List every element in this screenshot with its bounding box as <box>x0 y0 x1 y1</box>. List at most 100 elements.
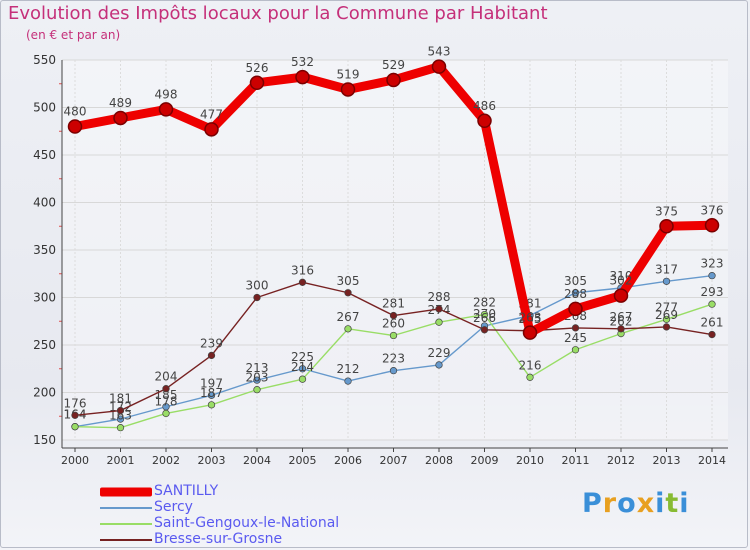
data-label-bresse-sur-grosne: 267 <box>610 310 633 324</box>
data-point-bresse-sur-grosne <box>344 289 352 297</box>
data-point-sercy <box>662 277 671 286</box>
data-point-saint-gengoux-le-national <box>708 300 716 308</box>
legend-label: Saint-Gengoux-le-National <box>154 515 340 531</box>
data-point-bresse-sur-grosne <box>298 278 307 286</box>
data-point-saint-gengoux-le-national <box>162 409 170 418</box>
data-label-saint-gengoux-le-national: 245 <box>564 331 587 345</box>
x-tick-label: 2006 <box>334 454 362 467</box>
data-label-sercy: 323 <box>701 257 724 271</box>
data-point-sercy <box>344 377 352 385</box>
data-label-santilly: 529 <box>382 58 405 72</box>
data-point-saint-gengoux-le-national <box>71 423 79 431</box>
data-point-santilly <box>204 122 219 137</box>
logo-letter: o <box>617 488 637 519</box>
data-label-santilly: 543 <box>428 45 451 59</box>
legend-label: Bresse-sur-Grosne <box>154 531 283 547</box>
data-label-sercy: 212 <box>337 362 360 376</box>
x-tick-label: 2001 <box>107 454 135 467</box>
data-point-saint-gengoux-le-national <box>526 373 534 381</box>
data-label-saint-gengoux-le-national: 267 <box>337 310 360 324</box>
data-label-bresse-sur-grosne: 300 <box>246 279 269 293</box>
data-label-saint-gengoux-le-national: 216 <box>519 358 542 372</box>
x-tick-label: 2013 <box>653 454 681 467</box>
data-point-sercy <box>116 415 125 423</box>
data-label-bresse-sur-grosne: 305 <box>337 274 360 288</box>
y-tick-label: 550 <box>33 53 56 67</box>
data-point-santilly <box>295 69 310 85</box>
data-point-santilly <box>340 82 356 97</box>
data-label-bresse-sur-grosne: 288 <box>428 290 451 304</box>
data-point-saint-gengoux-le-national <box>480 310 489 319</box>
data-label-saint-gengoux-le-national: 178 <box>155 394 178 408</box>
x-tick-label: 2009 <box>471 454 499 467</box>
x-tick-label: 2005 <box>289 454 317 467</box>
data-label-saint-gengoux-le-national: 203 <box>246 371 269 385</box>
data-point-bresse-sur-grosne <box>708 330 716 339</box>
data-point-santilly <box>659 219 674 234</box>
y-tick-label: 450 <box>33 148 56 162</box>
data-point-bresse-sur-grosne <box>617 325 625 333</box>
data-point-bresse-sur-grosne <box>253 293 261 302</box>
data-label-santilly: 375 <box>655 204 678 218</box>
data-point-saint-gengoux-le-national <box>207 401 216 409</box>
data-point-sercy <box>435 361 443 369</box>
y-tick-label: 250 <box>33 338 56 352</box>
data-point-sercy <box>207 391 216 400</box>
x-tick-label: 2014 <box>698 454 726 467</box>
y-tick-label: 150 <box>33 433 56 447</box>
data-point-bresse-sur-grosne <box>662 323 671 331</box>
x-tick-label: 2004 <box>243 454 271 467</box>
data-point-bresse-sur-grosne <box>162 385 170 393</box>
data-point-saint-gengoux-le-national <box>571 346 580 354</box>
data-point-bresse-sur-grosne <box>116 406 125 415</box>
data-point-saint-gengoux-le-national <box>389 331 398 340</box>
y-tick-label: 500 <box>33 101 56 115</box>
x-tick-label: 2012 <box>607 454 635 467</box>
data-label-saint-gengoux-le-national: 163 <box>109 409 132 423</box>
logo-letter: i <box>679 488 690 519</box>
chart-title: Evolution des Impôts locaux pour la Comm… <box>8 3 548 24</box>
data-label-bresse-sur-grosne: 281 <box>382 297 405 311</box>
data-label-santilly: 519 <box>337 67 360 81</box>
data-label-bresse-sur-grosne: 176 <box>64 396 87 410</box>
data-label-saint-gengoux-le-national: 293 <box>701 285 724 299</box>
data-label-bresse-sur-grosne: 266 <box>473 311 496 325</box>
data-point-sercy <box>571 289 580 297</box>
x-tick-label: 2010 <box>516 454 544 467</box>
data-label-saint-gengoux-le-national: 187 <box>200 386 223 400</box>
y-tick-label: 300 <box>33 291 56 305</box>
data-label-santilly: 480 <box>64 105 87 119</box>
data-point-bresse-sur-grosne <box>389 311 398 320</box>
y-tick-label: 400 <box>33 196 56 210</box>
legend-swatch <box>100 507 152 509</box>
data-label-saint-gengoux-le-national: 214 <box>291 360 314 374</box>
proxiti-logo: Proxiti <box>582 488 690 519</box>
data-point-santilly <box>431 59 447 74</box>
x-tick-label: 2002 <box>152 454 180 467</box>
data-label-santilly: 288 <box>564 287 587 301</box>
data-point-santilly <box>67 119 83 134</box>
legend-swatch <box>100 539 152 541</box>
data-point-sercy <box>253 376 261 384</box>
data-point-saint-gengoux-le-national <box>344 325 352 333</box>
logo-letter: r <box>602 488 618 519</box>
data-label-saint-gengoux-le-national: 260 <box>382 317 405 331</box>
x-tick-label: 2008 <box>425 454 453 467</box>
data-point-santilly <box>477 113 492 129</box>
data-point-saint-gengoux-le-national <box>662 315 671 324</box>
data-label-santilly: 532 <box>291 55 314 69</box>
data-point-bresse-sur-grosne <box>480 326 489 334</box>
x-tick-label: 2007 <box>380 454 408 467</box>
data-point-santilly <box>613 288 629 303</box>
data-point-santilly <box>704 218 720 233</box>
data-label-santilly: 477 <box>200 107 223 121</box>
data-label-sercy: 225 <box>291 350 314 364</box>
logo-letter: i <box>655 488 666 519</box>
data-point-saint-gengoux-le-national <box>298 375 307 383</box>
data-point-santilly <box>386 72 401 88</box>
legend-swatch <box>100 487 152 497</box>
data-label-bresse-sur-grosne: 261 <box>701 316 724 330</box>
legend-label: SANTILLY <box>154 483 219 499</box>
